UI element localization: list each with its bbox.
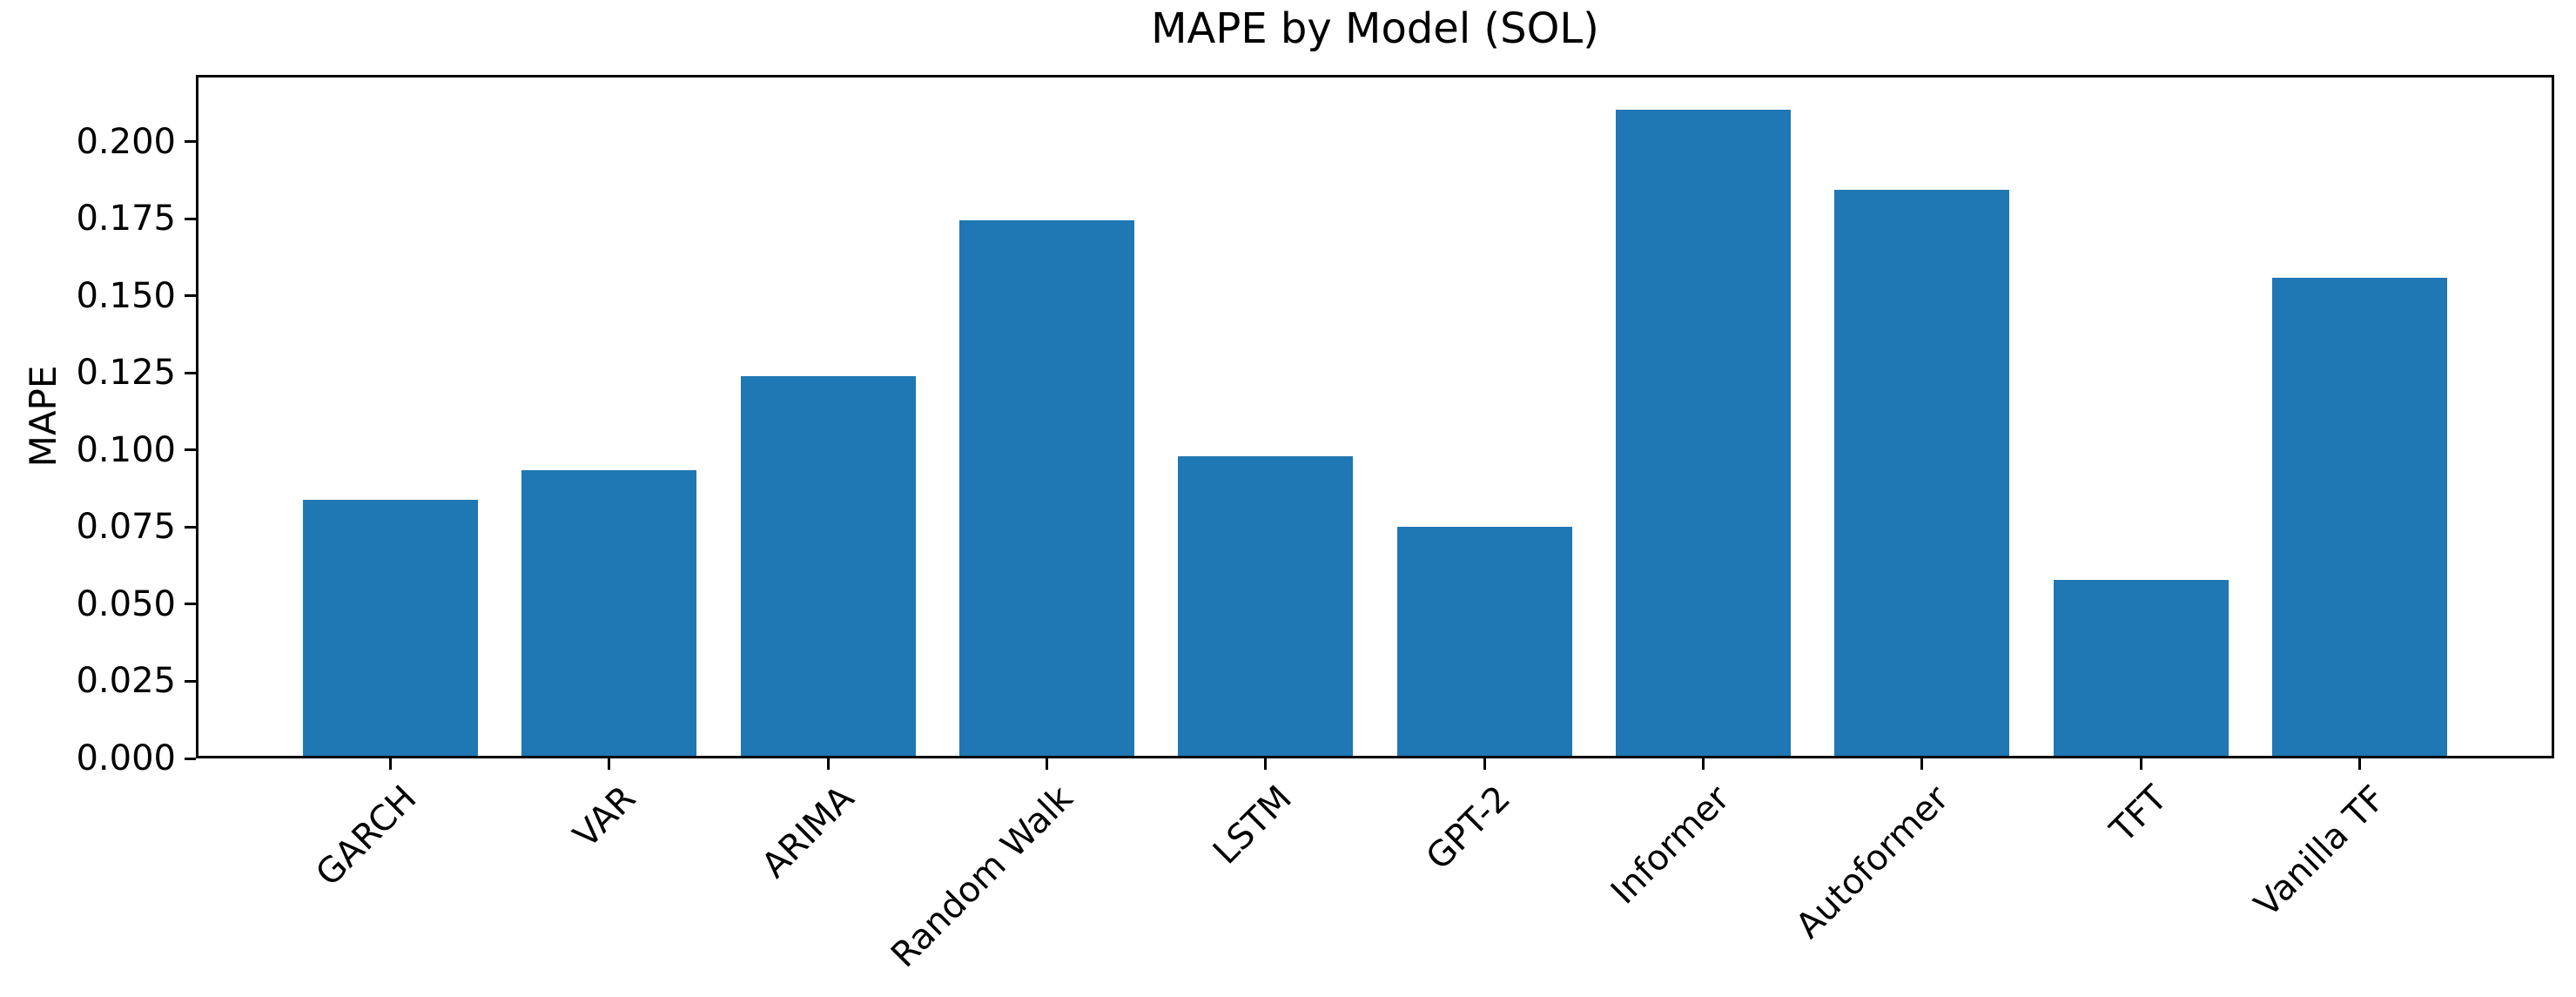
y-tick-mark xyxy=(185,603,196,606)
x-tick-mark xyxy=(1701,758,1705,770)
x-tick-label: VAR xyxy=(566,778,644,856)
bar-lstm xyxy=(1178,456,1354,758)
y-tick-mark xyxy=(185,757,196,760)
x-tick-label: GARCH xyxy=(308,778,425,894)
x-tick-mark xyxy=(1920,758,1924,770)
x-tick-mark xyxy=(2357,758,2361,770)
y-tick-mark xyxy=(185,140,196,144)
y-tick-label: 0.150 xyxy=(76,275,176,316)
bar-informer xyxy=(1615,109,1791,758)
x-tick-mark xyxy=(1483,758,1486,770)
x-tick-mark xyxy=(2139,758,2142,770)
y-tick-label: 0.050 xyxy=(76,583,176,624)
x-tick-mark xyxy=(826,758,830,770)
y-tick-label: 0.075 xyxy=(76,507,176,548)
x-tick-label: TFT xyxy=(2102,778,2176,851)
x-tick-mark xyxy=(1046,758,1049,770)
y-tick-label: 0.100 xyxy=(76,429,176,470)
y-tick-label: 0.000 xyxy=(76,738,176,778)
x-tick-label: GPT-2 xyxy=(1418,778,1519,879)
y-tick-mark xyxy=(185,679,196,683)
bar-tft xyxy=(2053,579,2229,758)
plot-area xyxy=(196,75,2554,758)
bar-garch xyxy=(303,499,479,758)
y-tick-mark xyxy=(185,448,196,452)
x-tick-label: ARIMA xyxy=(754,778,863,886)
bar-autoformer xyxy=(1834,189,2010,758)
x-tick-label: Random Walk xyxy=(884,778,1081,976)
chart-title: MAPE by Model (SOL) xyxy=(1151,4,1599,53)
y-tick-mark xyxy=(185,217,196,220)
y-tick-mark xyxy=(185,371,196,374)
x-tick-label: Vanilla TF xyxy=(2247,778,2394,926)
x-tick-mark xyxy=(1264,758,1268,770)
x-tick-label: LSTM xyxy=(1206,778,1301,872)
bar-var xyxy=(521,469,697,758)
y-tick-mark xyxy=(185,294,196,298)
y-tick-label: 0.200 xyxy=(76,121,176,162)
x-tick-mark xyxy=(389,758,393,770)
bar-random-walk xyxy=(959,220,1135,758)
y-tick-label: 0.125 xyxy=(76,353,176,394)
x-tick-label: Autoformer xyxy=(1787,778,1956,946)
bar-arima xyxy=(740,375,916,758)
x-tick-mark xyxy=(608,758,611,770)
y-tick-label: 0.175 xyxy=(76,199,176,239)
bar-gpt-2 xyxy=(1396,527,1572,758)
bar-vanilla-tf xyxy=(2271,277,2447,758)
y-tick-mark xyxy=(185,525,196,529)
y-tick-label: 0.025 xyxy=(76,661,176,702)
x-tick-label: Informer xyxy=(1603,778,1738,913)
